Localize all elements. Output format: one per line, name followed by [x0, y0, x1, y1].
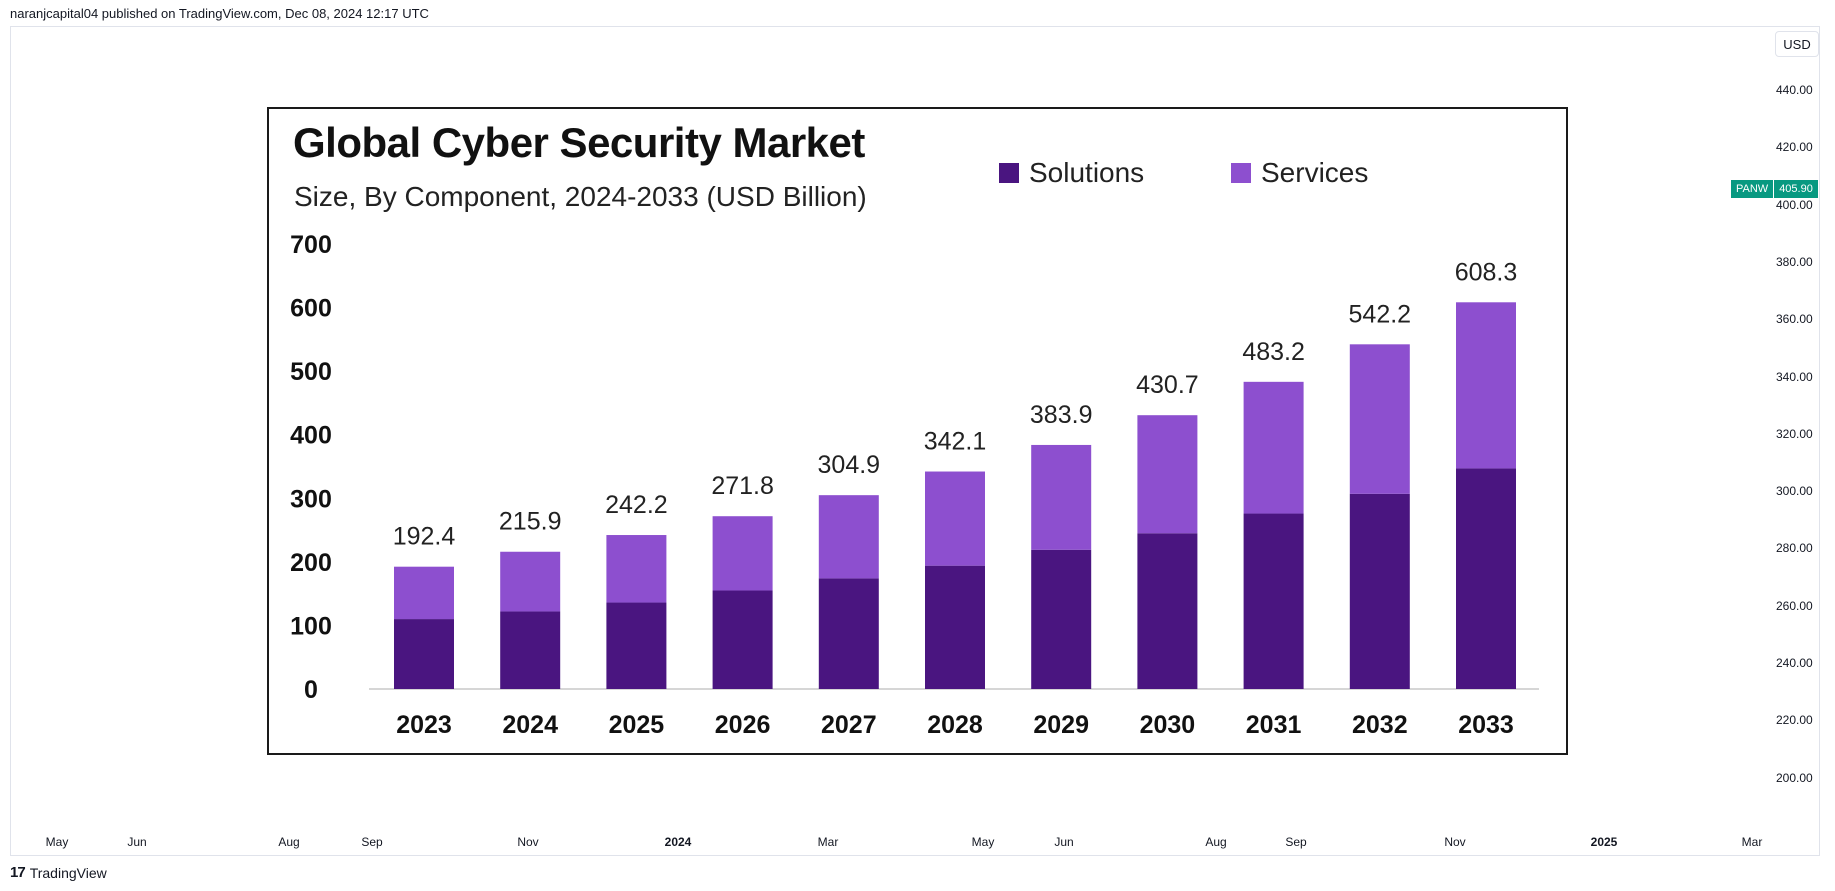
time-axis[interactable]: May Jun Aug Sep Nov 2024 Mar May Jun Aug Sep Nov 202… — [10, 833, 1763, 851]
y-tick-label: 500 — [290, 358, 332, 386]
y-tick-label: 700 — [290, 231, 332, 259]
footer-brand[interactable]: 17 TradingView — [10, 864, 107, 881]
y-tick-label: 600 — [290, 295, 332, 323]
x-tick-label: 2028 — [927, 711, 983, 739]
bar-services — [1031, 444, 1092, 550]
x-tick-label: 2029 — [1033, 711, 1089, 739]
bar-solutions — [500, 611, 561, 689]
legend-services: Services — [1231, 157, 1368, 189]
bar-solutions — [394, 619, 454, 689]
price-axis-label: 320.00 — [1776, 426, 1813, 441]
bar-services — [1243, 381, 1304, 514]
currency-button[interactable]: USD — [1775, 31, 1819, 57]
bar-solutions — [606, 602, 667, 689]
bar-total-label: 542.2 — [1349, 300, 1412, 328]
bar-solutions — [1137, 533, 1198, 689]
time-axis-label: 2025 — [1590, 835, 1618, 849]
time-axis-label: Sep — [1285, 835, 1307, 849]
price-axis-label: 360.00 — [1776, 312, 1813, 327]
price-axis-label: 240.00 — [1776, 656, 1813, 670]
bar-solutions — [925, 565, 985, 689]
price-axis-label: 200.00 — [1776, 770, 1813, 785]
legend-swatch-solutions — [999, 163, 1019, 183]
x-tick-label: 2030 — [1140, 711, 1196, 739]
ticker-symbol: PANW — [1731, 180, 1775, 198]
time-axis-label: Aug — [1205, 835, 1227, 849]
time-axis-label: May — [971, 835, 995, 849]
bar-solutions — [1243, 513, 1304, 689]
bar-solutions — [818, 578, 879, 689]
x-tick-label: 2032 — [1352, 711, 1408, 739]
price-axis-label: 340.00 — [1776, 369, 1813, 384]
time-axis-label: Mar — [817, 835, 839, 849]
bar-services — [818, 495, 879, 579]
time-axis-label: Nov — [517, 835, 539, 849]
y-tick-label: 100 — [290, 612, 332, 640]
time-axis-label: Jun — [127, 835, 147, 849]
x-tick-label: 2033 — [1458, 711, 1514, 739]
price-axis-label: 400.00 — [1776, 197, 1813, 212]
ticker-price-badge: PANW 405.90 — [1731, 180, 1818, 198]
price-axis-label: 440.00 — [1776, 83, 1813, 97]
chart-subtitle: Size, By Component, 2024-2033 (USD Billi… — [294, 181, 867, 212]
bar-services — [1456, 302, 1516, 469]
bar-services — [925, 471, 985, 566]
price-axis-label: 260.00 — [1776, 598, 1813, 613]
bar-services — [1349, 344, 1410, 494]
bar-services — [606, 535, 667, 603]
time-axis-label: Mar — [1741, 835, 1763, 849]
embedded-chart-image: Global Cyber Security Market Size, By Co… — [267, 107, 1568, 755]
tradingview-logo-icon: 17 — [10, 864, 26, 881]
x-tick-label: 2024 — [502, 711, 558, 739]
published-by-text: naranjcapital04 published on TradingView… — [10, 6, 429, 21]
bar-total-label: 242.2 — [605, 491, 668, 519]
bar-solutions — [712, 590, 773, 689]
bar-total-label: 430.7 — [1136, 371, 1199, 399]
bar-solutions — [1456, 468, 1516, 689]
time-axis-label: Jun — [1054, 835, 1074, 849]
bar-chart-plot: 0 100 200 300 400 500 600 700 192.4 2023 215.9 2024… — [290, 231, 1539, 739]
x-tick-label: 2025 — [609, 711, 665, 739]
y-tick-label: 400 — [290, 422, 332, 450]
time-axis-label: Nov — [1444, 835, 1466, 849]
bar-services — [394, 566, 454, 620]
bar-services — [1137, 415, 1198, 534]
bar-total-label: 271.8 — [711, 472, 774, 500]
bar-total-label: 608.3 — [1455, 258, 1518, 286]
y-tick-label: 0 — [304, 676, 318, 704]
price-axis-label: 300.00 — [1776, 484, 1813, 499]
bar-total-label: 192.4 — [393, 523, 456, 551]
x-tick-label: 2026 — [715, 711, 771, 739]
bar-services — [500, 551, 561, 612]
last-price: 405.90 — [1774, 180, 1818, 198]
bar-total-label: 483.2 — [1242, 338, 1305, 366]
y-tick-label: 200 — [290, 549, 332, 577]
x-tick-label: 2023 — [396, 711, 452, 739]
bar-total-label: 383.9 — [1030, 401, 1093, 429]
x-tick-label: 2027 — [821, 711, 877, 739]
y-tick-label: 300 — [290, 485, 332, 513]
price-axis-label: 380.00 — [1776, 254, 1813, 269]
legend-swatch-services — [1231, 163, 1251, 183]
chart-title: Global Cyber Security Market — [293, 119, 865, 166]
time-axis-label: Sep — [361, 835, 383, 849]
legend-label-services: Services — [1261, 157, 1369, 188]
bar-services — [712, 516, 773, 591]
chart-pane[interactable] — [10, 26, 1820, 856]
price-axis-label: 220.00 — [1776, 713, 1813, 728]
time-axis-label: Aug — [278, 835, 300, 849]
bar-solutions — [1349, 493, 1410, 689]
price-axis-label: 280.00 — [1776, 541, 1813, 556]
time-axis-label: 2024 — [664, 835, 692, 849]
legend-solutions: Solutions — [999, 157, 1144, 189]
footer-brand-text: TradingView — [29, 864, 107, 881]
bar-total-label: 342.1 — [924, 428, 987, 456]
time-axis-label: May — [45, 835, 69, 849]
price-axis-label: 420.00 — [1776, 140, 1813, 155]
bar-total-label: 304.9 — [818, 451, 881, 479]
x-tick-label: 2031 — [1246, 711, 1302, 739]
bar-total-label: 215.9 — [499, 508, 562, 536]
bar-solutions — [1031, 549, 1092, 689]
legend-label-solutions: Solutions — [1029, 157, 1145, 188]
